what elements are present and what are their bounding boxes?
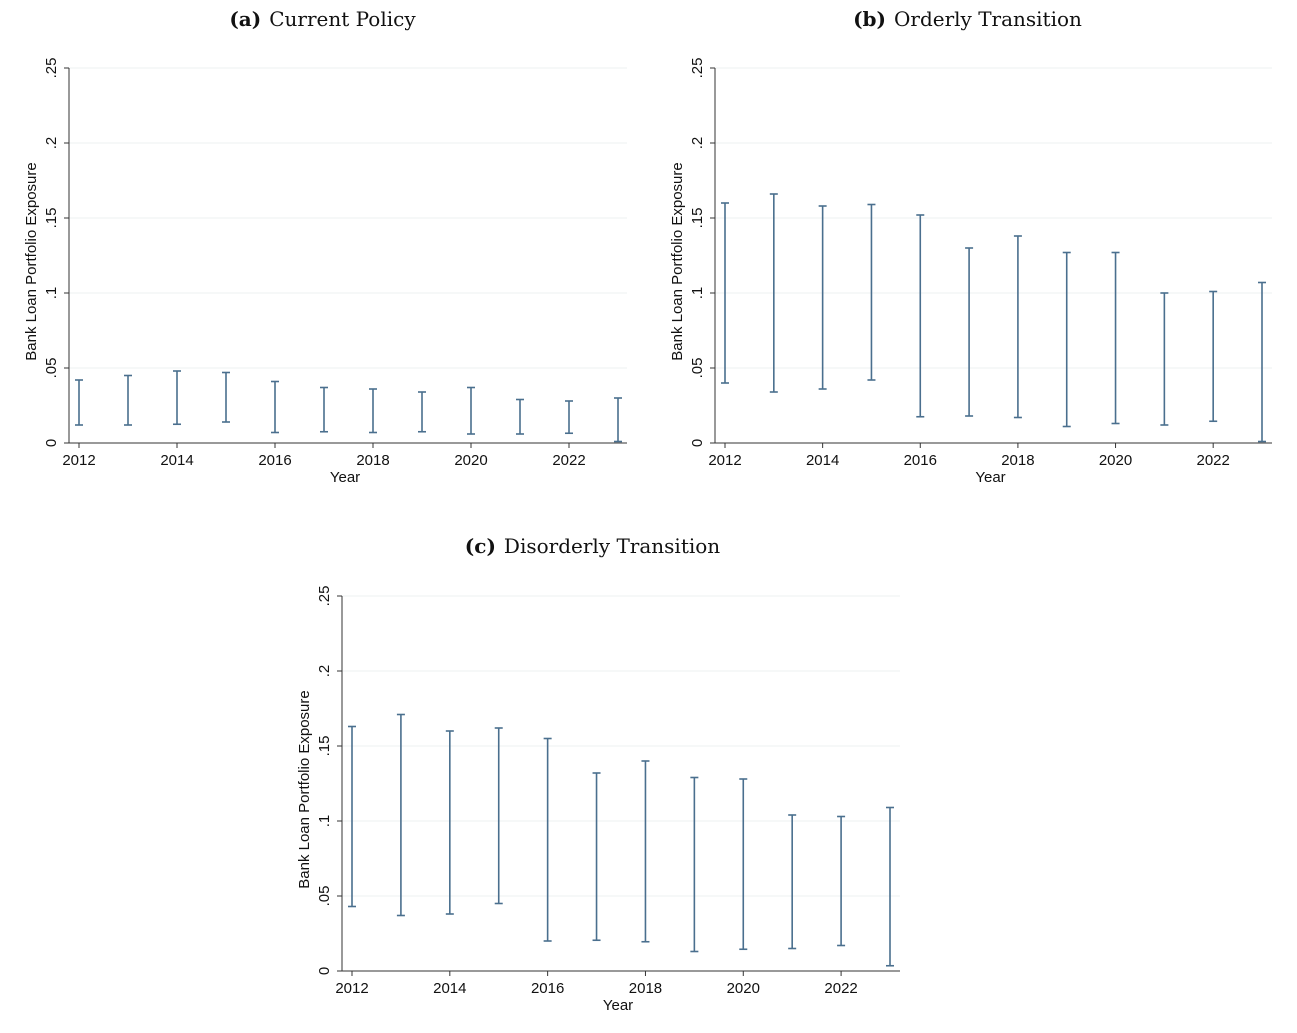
x-axis-label: Year bbox=[330, 469, 360, 486]
x-tick-label: 2020 bbox=[1099, 452, 1132, 469]
error-bar bbox=[348, 725, 356, 908]
error-bar bbox=[396, 713, 405, 917]
panel-title-text: Orderly Transition bbox=[893, 7, 1082, 31]
chart-orderly-transition: 0 .05 .1 .15 .2 .25 2012 2014 2016 2018 2020 2022 Ye… bbox=[669, 58, 1272, 486]
y-tick-label: .15 bbox=[689, 208, 706, 229]
error-bar bbox=[124, 374, 132, 426]
error-bar bbox=[418, 391, 426, 433]
chart-disorderly-transition: 0 .05 .1 .15 .2 .25 2012 2014 2016 2018 2020 2022 Ye… bbox=[296, 586, 900, 1014]
error-bar bbox=[769, 193, 778, 393]
chart-current-policy: 0 .05 .1 .15 .2 .25 2012 2014 2016 2018 2020 2022 Ye… bbox=[23, 58, 627, 486]
error-bar bbox=[614, 397, 622, 443]
error-bar bbox=[75, 379, 83, 426]
x-tick-label: 2016 bbox=[904, 452, 937, 469]
y-tick-label: .25 bbox=[689, 58, 706, 79]
error-bar bbox=[641, 760, 650, 943]
x-tick-label: 2012 bbox=[708, 452, 741, 469]
x-tick-label: 2012 bbox=[335, 980, 368, 997]
x-tick-label: 2014 bbox=[160, 452, 193, 469]
error-bar bbox=[494, 727, 503, 905]
x-tick-label: 2022 bbox=[552, 452, 585, 469]
x-tick-label: 2016 bbox=[531, 980, 564, 997]
error-bar bbox=[467, 386, 475, 435]
y-tick-label: .1 bbox=[689, 287, 706, 300]
x-axis-label: Year bbox=[975, 469, 1005, 486]
panel-disorderly-transition: (c) Disorderly Transition 0 .05 .1 .15 .2 .25 2… bbox=[270, 530, 915, 1030]
x-tick-label: 2020 bbox=[454, 452, 487, 469]
y-axis-label: Bank Loan Portfolio Exposure bbox=[23, 162, 40, 360]
y-tick-label: 0 bbox=[316, 967, 333, 975]
error-bar bbox=[886, 806, 894, 967]
y-tick-label: .2 bbox=[316, 665, 333, 678]
error-bar bbox=[721, 202, 729, 384]
error-bar bbox=[1111, 251, 1120, 425]
panel-title: (a) Current Policy bbox=[0, 7, 645, 31]
y-tick-label: 0 bbox=[43, 439, 60, 447]
y-tick-label: .15 bbox=[316, 736, 333, 757]
y-tick-label: .25 bbox=[316, 586, 333, 607]
error-bar bbox=[818, 205, 827, 390]
x-tick-label: 2022 bbox=[824, 980, 857, 997]
x-tick-label: 2014 bbox=[433, 980, 466, 997]
x-tick-label: 2018 bbox=[1001, 452, 1034, 469]
y-tick-label: .05 bbox=[43, 358, 60, 379]
x-tick-label: 2014 bbox=[806, 452, 839, 469]
panel-title: (b) Orderly Transition bbox=[645, 7, 1290, 31]
error-bar bbox=[1160, 292, 1169, 426]
error-bar bbox=[739, 778, 748, 951]
panel-orderly-transition: (b) Orderly Transition 0 .05 .1 .15 .2 .25 2012… bbox=[645, 0, 1290, 500]
error-bar bbox=[965, 247, 974, 417]
x-tick-label: 2016 bbox=[258, 452, 291, 469]
y-tick-label: 0 bbox=[689, 439, 706, 447]
error-bar bbox=[445, 730, 454, 915]
error-bar bbox=[222, 371, 230, 423]
y-tick-label: .2 bbox=[689, 137, 706, 150]
x-tick-label: 2020 bbox=[727, 980, 760, 997]
x-tick-label: 2012 bbox=[62, 452, 95, 469]
error-bar bbox=[1013, 235, 1022, 419]
x-axis-label: Year bbox=[603, 997, 633, 1014]
error-bar bbox=[271, 380, 279, 434]
panel-letter: (b) bbox=[853, 7, 886, 31]
panel-title-text: Disorderly Transition bbox=[503, 534, 721, 558]
panel-letter: (c) bbox=[464, 534, 496, 558]
error-bar bbox=[320, 386, 328, 433]
error-bar bbox=[788, 814, 797, 950]
error-bar bbox=[543, 737, 552, 942]
x-tick-label: 2018 bbox=[629, 980, 662, 997]
error-bar bbox=[1209, 290, 1218, 423]
panel-letter: (a) bbox=[229, 7, 262, 31]
y-tick-label: .2 bbox=[43, 137, 60, 150]
y-tick-label: .1 bbox=[316, 815, 333, 828]
error-bar bbox=[369, 388, 377, 434]
panel-current-policy: (a) Current Policy 0 .05 .1 .15 .2 .25 2012 2014… bbox=[0, 0, 645, 500]
error-bar bbox=[173, 370, 181, 426]
error-bar bbox=[867, 203, 876, 381]
panel-title-text: Current Policy bbox=[269, 7, 416, 31]
error-bar bbox=[565, 400, 573, 435]
y-tick-label: .05 bbox=[316, 886, 333, 907]
x-tick-label: 2018 bbox=[356, 452, 389, 469]
error-bar bbox=[1258, 281, 1266, 443]
x-tick-label: 2022 bbox=[1196, 452, 1229, 469]
error-bar bbox=[690, 776, 699, 953]
error-bar bbox=[916, 214, 925, 418]
y-axis-label: Bank Loan Portfolio Exposure bbox=[296, 690, 313, 888]
error-bar bbox=[837, 815, 846, 947]
error-bar bbox=[516, 398, 524, 435]
y-tick-label: .15 bbox=[43, 208, 60, 229]
error-bar bbox=[1062, 251, 1071, 428]
panel-title: (c) Disorderly Transition bbox=[270, 534, 915, 558]
y-tick-label: .1 bbox=[43, 287, 60, 300]
y-axis-label: Bank Loan Portfolio Exposure bbox=[669, 162, 686, 360]
y-tick-label: .05 bbox=[689, 358, 706, 379]
error-bar bbox=[592, 772, 601, 942]
y-tick-label: .25 bbox=[43, 58, 60, 79]
